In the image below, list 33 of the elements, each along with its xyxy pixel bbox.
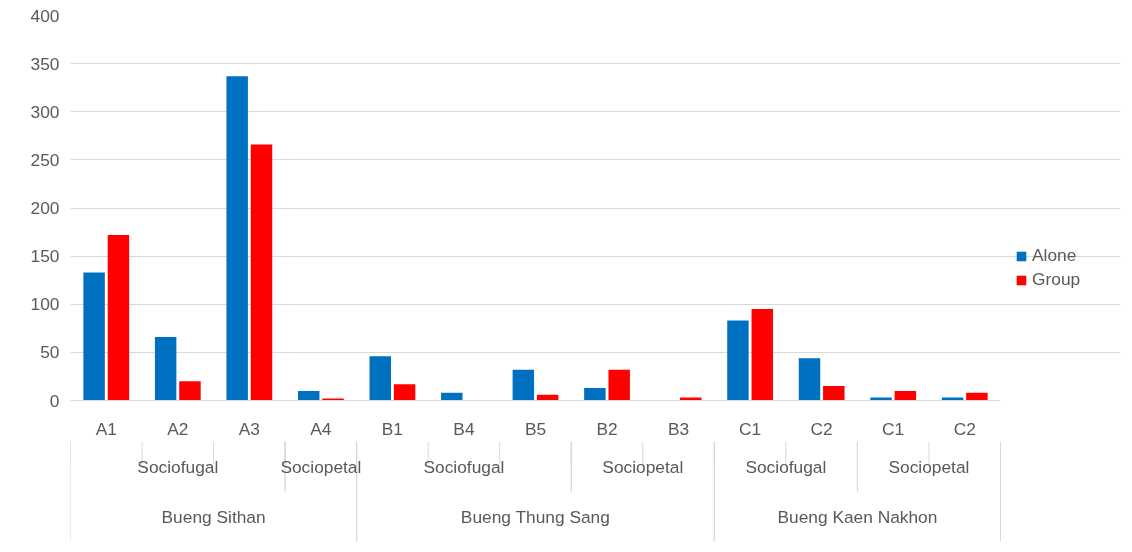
x-tick-label: B2 [596,418,618,439]
y-tick-label: 400 [30,5,60,26]
x-tick-label: B3 [667,418,690,439]
text: Bueng Thung Sang [460,506,610,527]
y-tick-label: 200 [30,198,60,218]
y-tick-label: 0 [49,390,60,411]
text: Bueng Kaen Nakhon [777,506,938,527]
y-tick-label: 350 [30,53,60,74]
y-tick-label: 150 [30,246,60,267]
legend-label: Alone [1032,245,1077,266]
x-tick-label: B1 [381,418,404,439]
text: Sociopetal [888,456,970,477]
x-tick-label: C1 [882,418,905,439]
x-tick-label: C1 [739,418,762,439]
text: Sociopetal [602,456,684,477]
x-tick-label: C2 [810,418,833,439]
y-tick-label: 250 [30,149,60,170]
x-tick-label: A3 [238,418,260,439]
x-tick-label: A1 [95,418,117,439]
y-tick-label: 50 [40,342,60,363]
text: Sociofugal [745,456,827,477]
y-tick-label: 100 [30,294,60,315]
x-tick-label: B4 [453,418,475,439]
x-tick-label: B5 [524,418,547,439]
y-tick-label: 300 [30,101,60,122]
text: Sociopetal [280,456,362,477]
text: Sociofugal [423,456,505,477]
text: Sociofugal [137,456,219,477]
x-tick-label: A4 [310,418,332,439]
text: Bueng Sithan [161,506,266,527]
x-tick-label: C2 [953,418,976,439]
legend-label: Group [1032,269,1081,290]
x-tick-label: A2 [167,418,189,439]
